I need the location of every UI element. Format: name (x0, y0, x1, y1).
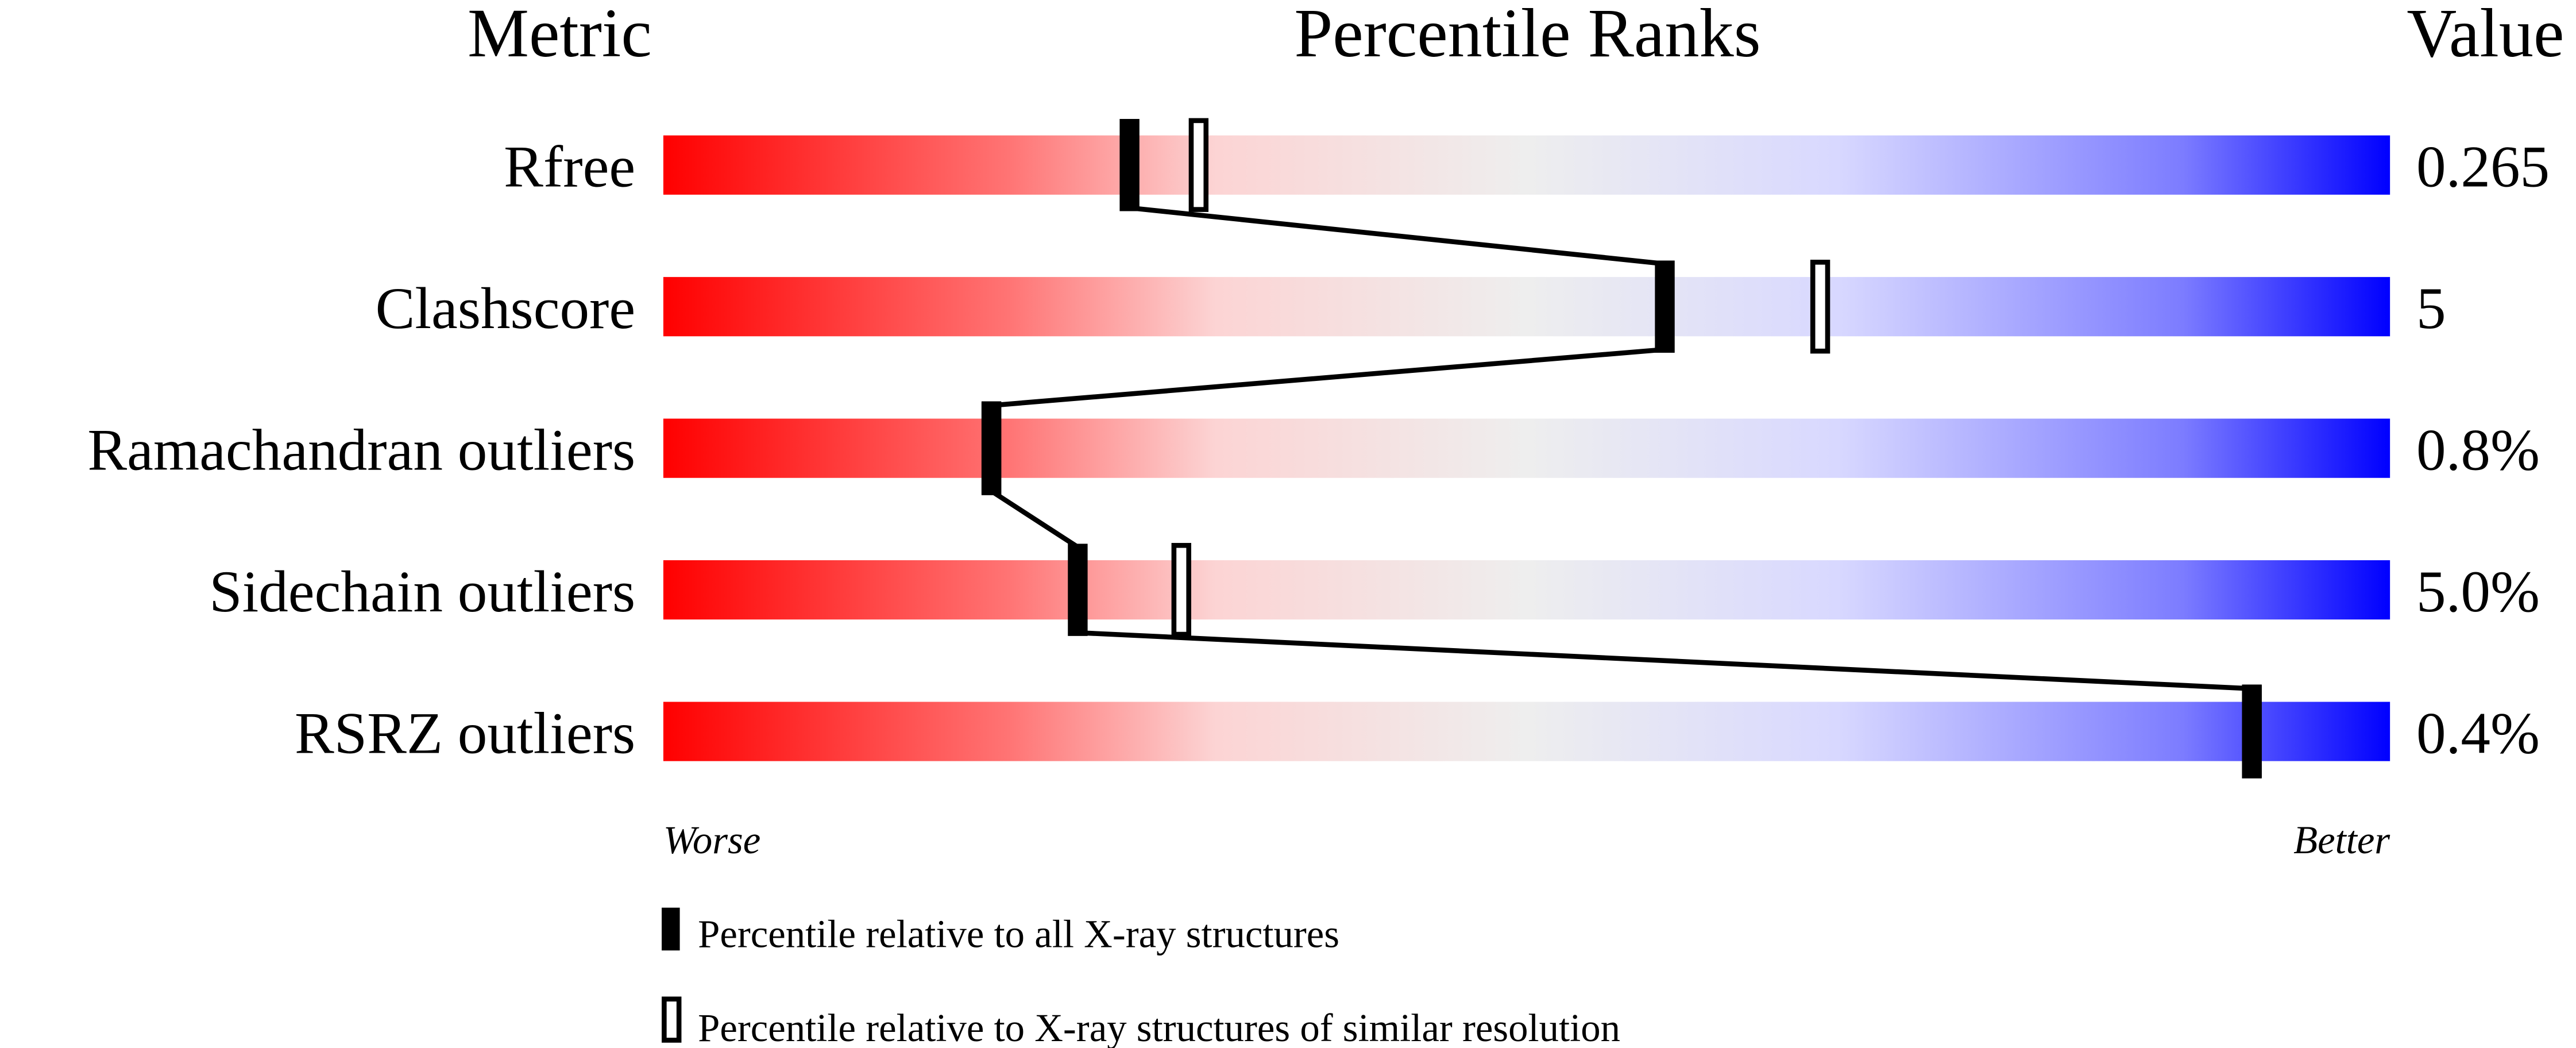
axis-label-worse: Worse (663, 818, 760, 862)
header-metric: Metric (468, 0, 652, 72)
metric-label: Sidechain outliers (209, 559, 635, 625)
legend-open-marker-icon (662, 996, 682, 1043)
header-value: Value (2407, 0, 2564, 72)
all-structures-marker (1068, 544, 1088, 636)
all-structures-marker (1119, 119, 1140, 211)
percentile-bar (663, 277, 2390, 337)
axis-label-better: Better (2293, 818, 2390, 862)
metric-label: RSRZ outliers (295, 700, 635, 766)
similar-resolution-marker (1171, 542, 1191, 637)
metric-label: Rfree (504, 134, 635, 200)
metric-value: 0.4% (2416, 700, 2540, 766)
metric-value: 0.8% (2416, 417, 2540, 483)
percentile-bar (663, 560, 2390, 620)
percentile-bar (663, 702, 2390, 761)
legend-label-all: Percentile relative to all X-ray structu… (698, 912, 1339, 956)
metric-value: 5 (2416, 276, 2446, 341)
all-structures-marker (1655, 260, 1675, 353)
similar-resolution-marker (1188, 118, 1209, 212)
metric-label: Ramachandran outliers (87, 417, 635, 483)
header-percentile-ranks: Percentile Ranks (1294, 0, 1760, 72)
legend-label-similar: Percentile relative to X-ray structures … (698, 1006, 1620, 1048)
metric-label: Clashscore (376, 276, 636, 341)
legend-filled-marker-icon (662, 907, 680, 951)
metric-value: 0.265 (2416, 134, 2550, 200)
percentile-bar (663, 418, 2390, 478)
percentile-bar (663, 135, 2390, 195)
similar-resolution-marker (1810, 260, 1830, 354)
all-structures-marker (2242, 685, 2262, 778)
metric-value: 5.0% (2416, 559, 2540, 625)
all-structures-marker (981, 402, 1002, 495)
